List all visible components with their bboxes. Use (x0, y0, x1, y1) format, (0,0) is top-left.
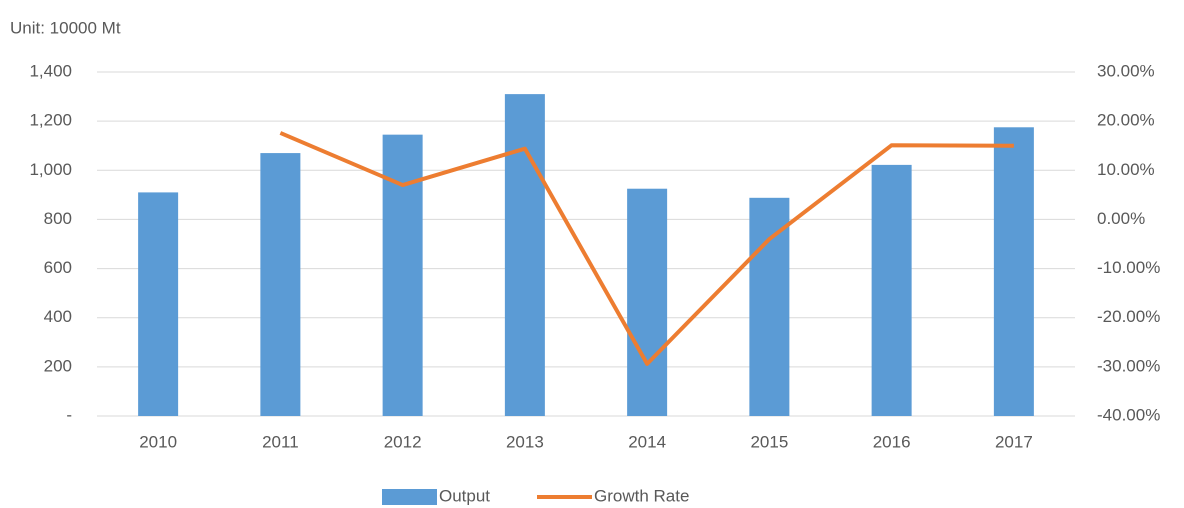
x-tick-label: 2016 (873, 432, 911, 451)
y2-tick-label: -20.00% (1097, 307, 1160, 326)
y2-tick-label: -40.00% (1097, 405, 1160, 424)
y2-tick-label: 20.00% (1097, 111, 1155, 130)
y-tick-label: 800 (44, 209, 72, 228)
x-tick-label: 2011 (262, 432, 299, 451)
bar (627, 188, 668, 416)
bar (993, 127, 1034, 417)
x-tick-label: 2012 (384, 432, 422, 451)
y-tick-label: 1,400 (29, 61, 72, 80)
y2-tick-label: -10.00% (1097, 258, 1160, 277)
y-tick-label: 400 (44, 307, 72, 326)
x-tick-label: 2014 (628, 432, 666, 451)
bar (138, 192, 179, 416)
y2-tick-label: 0.00% (1097, 209, 1145, 228)
x-tick-label: 2017 (995, 432, 1033, 451)
y2-tick-label: -30.00% (1097, 356, 1160, 375)
bar (504, 94, 545, 416)
legend-label: Growth Rate (594, 486, 689, 505)
x-tick-label: 2015 (750, 432, 788, 451)
bar (260, 153, 301, 417)
y-tick-label: 1,200 (29, 111, 72, 130)
line (279, 131, 1014, 366)
x-tick-label: 2010 (139, 432, 177, 451)
bar (749, 197, 790, 416)
unit-label: Unit: 10000 Mt (10, 18, 121, 37)
y-tick-label: 1,000 (29, 160, 72, 179)
legend-swatch (382, 489, 437, 505)
y-tick-label: 600 (44, 258, 72, 277)
y2-tick-label: 10.00% (1097, 160, 1155, 179)
x-tick-label: 2013 (506, 432, 544, 451)
y-tick-label: - (66, 405, 72, 424)
y-tick-label: 200 (44, 356, 72, 375)
y2-tick-label: 30.00% (1097, 61, 1155, 80)
bar (382, 134, 423, 416)
legend-label: Output (439, 486, 490, 505)
bar (871, 164, 912, 416)
